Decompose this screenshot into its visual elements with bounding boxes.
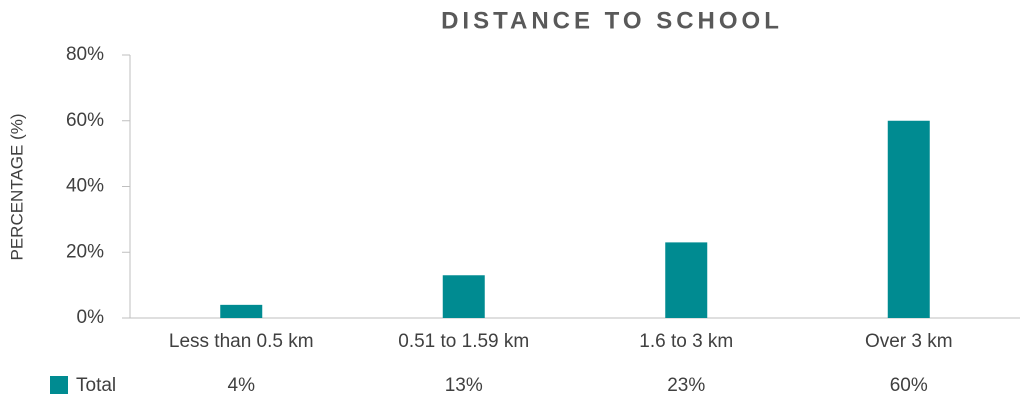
bar	[665, 242, 708, 318]
table-value: 13%	[445, 375, 483, 396]
y-tick-label: 40%	[66, 176, 104, 197]
y-tick-label: 80%	[66, 44, 104, 65]
x-tick-label: 0.51 to 1.59 km	[398, 331, 529, 352]
table-value: 4%	[228, 375, 256, 396]
table-value: 23%	[667, 375, 705, 396]
y-tick-label: 0%	[77, 307, 105, 328]
x-tick-label: Over 3 km	[865, 331, 953, 352]
chart-title: DISTANCE TO SCHOOL	[441, 7, 783, 34]
y-tick-label: 20%	[66, 241, 104, 262]
x-tick-label: Less than 0.5 km	[169, 331, 314, 352]
legend-label: Total	[76, 375, 116, 396]
x-tick-label: 1.6 to 3 km	[639, 331, 733, 352]
table-value: 60%	[890, 375, 928, 396]
bar	[887, 120, 930, 318]
legend-swatch	[50, 376, 68, 394]
bar	[442, 275, 485, 318]
y-tick-label: 60%	[66, 110, 104, 131]
y-axis-label: PERCENTAGE (%)	[7, 113, 26, 260]
bar	[220, 304, 263, 318]
